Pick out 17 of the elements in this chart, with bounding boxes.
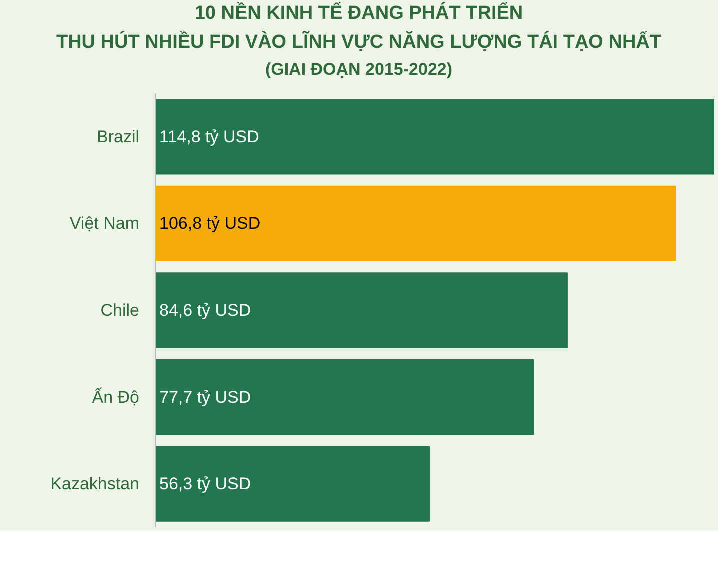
- bar: [156, 272, 568, 348]
- data-label: 114,8 tỷ USD: [160, 126, 260, 146]
- data-label: 56,3 tỷ USD: [160, 474, 252, 494]
- bar: [156, 358, 534, 435]
- y-tick-label: Chile: [100, 300, 140, 320]
- data-label: 106,8 tỷ USD: [160, 214, 261, 233]
- bar: [156, 446, 430, 522]
- data-label: 77,7 tỷ USD: [160, 387, 252, 406]
- data-label: 84,6 tỷ USD: [160, 300, 252, 320]
- y-tick-label: Kazakhstan: [50, 474, 140, 494]
- bar: [156, 185, 676, 262]
- chart-subtitle: (GIAI ĐOẠN 2015-2022): [265, 59, 453, 81]
- y-tick-label: Ấn Độ: [92, 386, 140, 406]
- chart-title: 10 NỀN KINH TẾ ĐANG PHÁT TRIỂN THU HÚT NHIỀU FDI VÀO LĨNH VỰC NĂNG LƯỢNG TÁI TẠO NHẤT: [56, 1, 662, 54]
- y-tick-label: Việt Nam: [70, 214, 140, 233]
- y-tick-label: Brazil: [96, 126, 140, 146]
- bar: [156, 98, 714, 174]
